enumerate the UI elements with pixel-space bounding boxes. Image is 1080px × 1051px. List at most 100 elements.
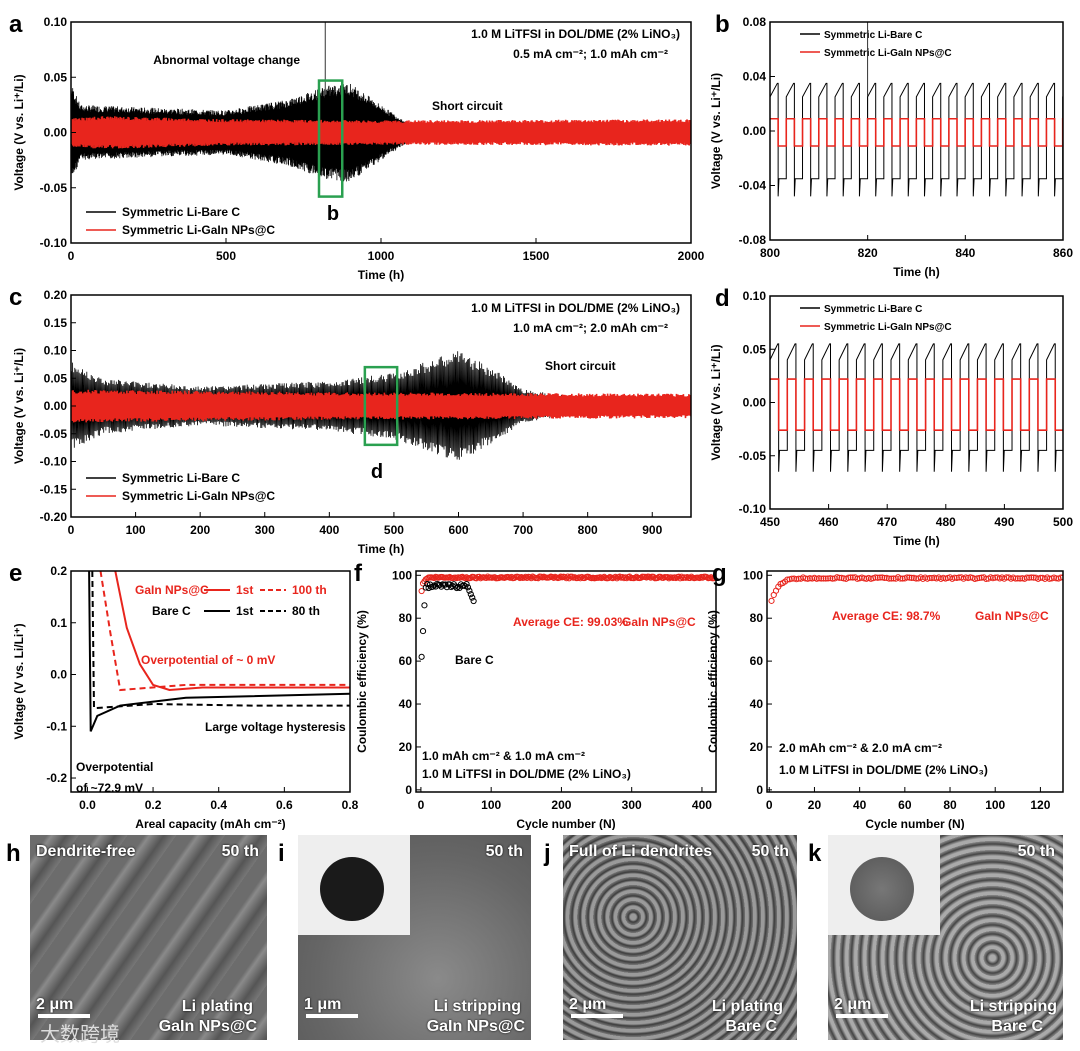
label-cycle: 50 th <box>751 843 789 860</box>
data-point <box>872 574 879 581</box>
electrode-disc <box>850 857 914 921</box>
x-tick-label: 0.2 <box>145 798 162 812</box>
x-tick-label: 460 <box>819 515 839 529</box>
panel-letter-j: j <box>544 840 551 867</box>
panel-letter: c <box>9 284 22 311</box>
x-tick-label: 0.4 <box>210 798 227 812</box>
y-tick-label: 100 <box>743 568 763 582</box>
data-point <box>418 587 425 595</box>
data-point <box>861 575 868 582</box>
chart-panels: 0 500 1000 1500 2000-0.10-0.050.000.050.10Ti… <box>9 11 1073 830</box>
y-tick-label: 40 <box>750 697 764 711</box>
y-tick-label: 100 <box>392 568 412 582</box>
caption: Li stripping <box>969 998 1057 1015</box>
caption: Li plating <box>181 998 253 1015</box>
y-tick-label: -0.10 <box>40 236 68 250</box>
panel-a <box>70 21 692 244</box>
data-point <box>768 597 775 604</box>
plot-area <box>418 573 716 660</box>
annotation: of ~72.9 mV <box>76 781 143 795</box>
data-point <box>974 575 981 582</box>
annotation: 0.5 mA cm⁻²; 1.0 mAh cm⁻² <box>513 47 668 61</box>
data-point <box>453 584 460 592</box>
scale-bar <box>306 1014 358 1018</box>
y-tick-label: 0.0 <box>50 668 67 682</box>
y-tick-label: -0.1 <box>46 719 67 733</box>
y-tick-label: 0.15 <box>44 316 68 330</box>
data-point <box>419 627 427 635</box>
annotation: Short circuit <box>545 359 616 373</box>
x-tick-label: 60 <box>898 798 912 812</box>
label-cycle: 50 th <box>1017 843 1055 860</box>
data-point <box>696 574 703 582</box>
data-point <box>953 574 960 582</box>
annotation: 1.0 M LiTFSI in DOL/DME (2% LiNO₃) <box>471 301 680 315</box>
data-point <box>1012 575 1019 582</box>
data-point <box>818 575 825 582</box>
data-point <box>563 575 570 582</box>
data-point <box>467 591 474 598</box>
data-point <box>815 575 823 582</box>
data-point <box>523 574 531 581</box>
caption: GaIn NPs@C <box>426 1018 525 1035</box>
annotation: Average CE: 98.7% <box>832 609 941 623</box>
panel-letter: d <box>715 285 730 312</box>
y-tick-label: 0.00 <box>743 124 767 138</box>
annotation: 100 th <box>292 583 327 597</box>
y-tick-label: 0.10 <box>44 15 68 29</box>
panel-d <box>769 295 1064 510</box>
x-axis-label: Cycle number (N) <box>516 817 615 830</box>
legend-label-bare: Symmetric Li-Bare C <box>824 304 922 315</box>
legend-label-gain: Symmetric Li-GaIn NPs@C <box>824 48 952 59</box>
data-point <box>836 574 843 581</box>
data-point <box>571 574 578 581</box>
y-tick-label: 0.08 <box>743 15 767 29</box>
legend-label-bare: Symmetric Li-Bare C <box>824 30 922 41</box>
data-point <box>1023 574 1030 581</box>
data-point <box>612 573 619 580</box>
data-point <box>888 575 895 582</box>
x-tick-label: 40 <box>853 798 867 812</box>
data-point <box>616 573 623 580</box>
x-tick-label: 100 <box>481 798 501 812</box>
annotation: Large voltage hysteresis <box>205 720 346 734</box>
data-point <box>577 575 584 582</box>
x-tick-label: 0.6 <box>276 798 293 812</box>
panel-g <box>766 570 1064 793</box>
data-point <box>564 573 571 580</box>
x-tick-label: 500 <box>216 249 236 263</box>
caption: GaIn NPs@C <box>158 1018 257 1035</box>
y-tick-label: 0.00 <box>743 396 767 410</box>
x-tick-label: 0 <box>418 798 425 812</box>
y-tick-label: -0.20 <box>40 510 68 524</box>
y-tick-label: 0.2 <box>50 564 67 578</box>
caption: Li plating <box>711 998 783 1015</box>
data-point <box>476 573 483 580</box>
y-tick-label: 0.20 <box>44 288 68 302</box>
y-axis-label: Voltage (V vs. Li⁺/Li) <box>12 348 26 464</box>
data-point <box>1057 574 1063 581</box>
data-point <box>1053 575 1060 582</box>
x-tick-label: 800 <box>578 523 598 537</box>
data-point <box>464 584 472 591</box>
data-point <box>421 602 428 609</box>
x-tick-label: 400 <box>692 798 712 812</box>
x-tick-label: 800 <box>760 246 780 260</box>
x-tick-label: 840 <box>955 246 975 260</box>
data-point <box>876 574 884 581</box>
data-point <box>788 575 795 582</box>
y-tick-label: 80 <box>750 611 764 625</box>
annotation: Overpotential <box>76 760 153 774</box>
panel-letter-i: i <box>278 840 285 867</box>
annotation: Overpotential of ~ 0 mV <box>141 653 275 667</box>
curve-gain-nps-c-100-th <box>99 571 350 692</box>
data-point <box>703 574 710 581</box>
y-tick-label: -0.15 <box>40 482 68 496</box>
x-axis-label: Time (h) <box>358 542 404 556</box>
series-symmetric-li-gain-nps-c <box>71 116 691 149</box>
y-axis-label: Coulombic efficiency (%) <box>706 610 720 753</box>
series-symmetric-li-bare-c <box>770 82 1063 197</box>
data-point <box>1014 575 1021 582</box>
data-point <box>976 574 983 582</box>
plot-area <box>768 574 1063 604</box>
